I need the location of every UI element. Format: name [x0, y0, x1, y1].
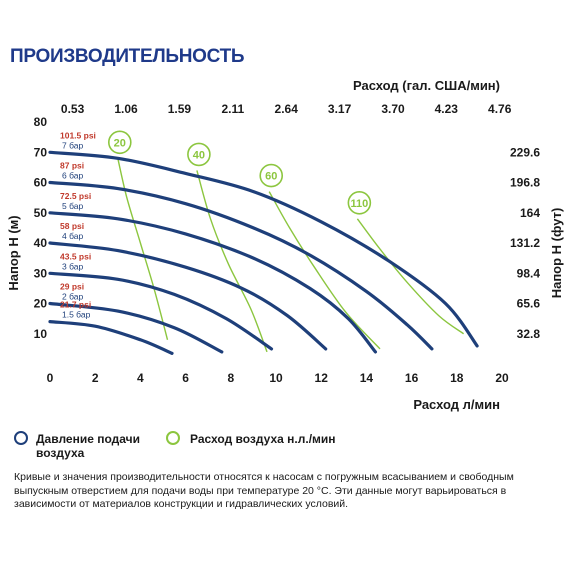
x-tick-label: 18 — [450, 371, 464, 385]
y-tick-label: 70 — [34, 145, 48, 159]
y-tick-label: 20 — [34, 297, 48, 311]
pressure-psi-label: 72.5 psi — [60, 191, 91, 201]
right-tick-label: 229.6 — [510, 145, 540, 159]
pressure-bar-label: 7 бар — [62, 140, 83, 150]
y-tick-label: 50 — [34, 206, 48, 220]
top-tick-label: 4.76 — [488, 102, 512, 116]
x-tick-label: 4 — [137, 371, 144, 385]
x-tick-label: 20 — [495, 371, 509, 385]
pressure-psi-label: 43.5 psi — [60, 251, 91, 261]
top-tick-label: 3.17 — [328, 102, 352, 116]
air-flow-curve — [196, 170, 268, 353]
y-tick-label: 80 — [34, 115, 48, 129]
pressure-curve — [48, 150, 479, 348]
y-tick-label: 10 — [34, 327, 48, 341]
air-flow-label: 20 — [114, 137, 126, 149]
pressure-bar-label: 5 бар — [62, 201, 83, 211]
right-tick-label: 164 — [520, 206, 540, 220]
x-tick-label: 6 — [182, 371, 189, 385]
top-tick-label: 1.59 — [168, 102, 192, 116]
pressure-bar-label: 3 бар — [62, 261, 83, 271]
top-tick-label: 2.64 — [275, 102, 299, 116]
right-tick-label: 196.8 — [510, 176, 540, 190]
y-tick-label: 60 — [34, 176, 48, 190]
top-tick-label: 1.06 — [114, 102, 138, 116]
air-flow-marker — [108, 130, 132, 155]
x-axis-title: Расход л/мин — [413, 397, 500, 412]
legend-air-flow-label: Расход воздуха н.л./мин — [190, 432, 336, 446]
top-axis-title: Расход (гал. США/мин) — [353, 78, 500, 93]
x-tick-label: 0 — [47, 371, 54, 385]
x-tick-label: 8 — [227, 371, 234, 385]
pressure-bar-label: 2 бар — [62, 292, 83, 302]
air-flow-label: 110 — [350, 198, 368, 210]
air-flow-curve — [268, 191, 381, 350]
pressure-curve — [48, 241, 328, 351]
top-tick-label: 4.23 — [435, 102, 459, 116]
air-flow-curve — [117, 158, 169, 340]
pressure-bar-label: 4 бар — [62, 231, 83, 241]
air-flow-curve — [356, 218, 465, 335]
x-tick-label: 10 — [269, 371, 283, 385]
y-axis-title-left: Напор H (м) — [6, 215, 21, 290]
top-tick-label: 2.11 — [221, 102, 244, 116]
x-tick-label: 2 — [92, 371, 99, 385]
pressure-curve — [48, 180, 434, 351]
page-title: ПРОИЗВОДИТЕЛЬНОСТЬ — [10, 46, 245, 67]
y-tick-label: 40 — [34, 236, 48, 250]
x-tick-label: 12 — [315, 371, 329, 385]
x-tick-label: 14 — [360, 371, 374, 385]
pressure-curve — [48, 271, 274, 351]
y-axis-title-right: Напор H (фут) — [549, 208, 564, 299]
pressure-psi-label: 29 psi — [60, 282, 84, 292]
blue-ring-icon — [14, 431, 28, 445]
pressure-curve — [48, 211, 377, 354]
air-flow-marker — [347, 191, 372, 215]
pressure-curve — [48, 301, 224, 354]
pressure-psi-label: 58 psi — [60, 221, 84, 231]
pressure-psi-label: 87 psi — [60, 161, 84, 171]
air-flow-label: 40 — [193, 149, 205, 161]
y-tick-label: 30 — [34, 266, 48, 280]
pressure-curve — [48, 320, 174, 355]
pressure-psi-label: 21.7 psi — [60, 300, 91, 310]
top-tick-label: 0.53 — [61, 102, 85, 116]
air-flow-marker — [259, 163, 284, 188]
x-tick-label: 16 — [405, 371, 419, 385]
legend-air-pressure-label: Давление подачи воздуха — [36, 432, 140, 460]
green-ring-icon — [166, 431, 180, 445]
air-flow-marker — [187, 142, 211, 167]
right-tick-label: 98.4 — [517, 266, 541, 280]
right-tick-label: 131.2 — [510, 236, 540, 250]
top-tick-label: 3.70 — [381, 102, 405, 116]
pressure-psi-label: 101.5 psi — [60, 130, 96, 140]
footnote: Кривые и значения производительности отн… — [14, 471, 514, 510]
pressure-bar-label: 6 бар — [62, 171, 83, 181]
pressure-bar-label: 1.5 бар — [62, 310, 91, 320]
air-flow-label: 60 — [265, 171, 277, 183]
right-tick-label: 32.8 — [517, 327, 541, 341]
performance-chart: Расход (гал. США/мин) 0.53 1.06 1.59 2.11 2.6… — [6, 78, 564, 412]
right-tick-label: 65.6 — [517, 297, 541, 311]
